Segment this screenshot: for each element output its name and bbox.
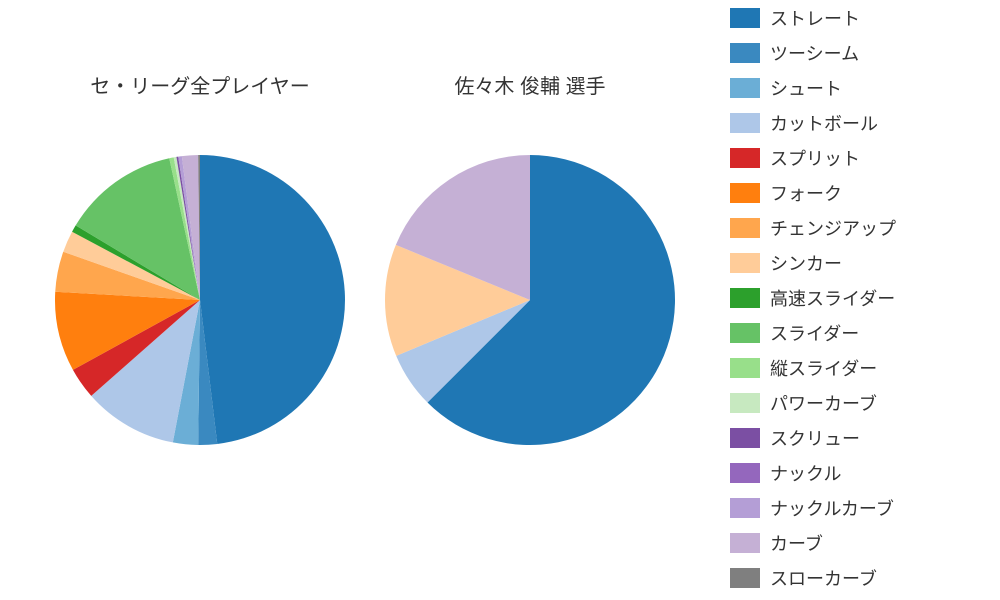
legend-label: シュート [770,75,842,101]
legend-item: シンカー [730,245,980,280]
legend-swatch [730,533,760,553]
legend-label: スクリュー [770,425,860,451]
legend-swatch [730,43,760,63]
legend-label: パワーカーブ [770,390,877,416]
legend-item: カーブ [730,525,980,560]
pie-chart [55,155,345,445]
legend-label: ストレート [770,5,860,31]
legend-label: ナックル [770,460,841,486]
legend-label: カットボール [770,110,878,136]
legend-label: スプリット [770,145,860,171]
legend-swatch [730,78,760,98]
pie-slice [200,155,345,444]
legend-swatch [730,183,760,203]
legend-swatch [730,218,760,238]
legend-label: ツーシーム [770,40,859,66]
legend-item: スクリュー [730,420,980,455]
legend-item: スプリット [730,140,980,175]
legend-swatch [730,568,760,588]
legend-swatch [730,253,760,273]
legend-item: パワーカーブ [730,385,980,420]
legend-item: ツーシーム [730,35,980,70]
legend-item: フォーク [730,175,980,210]
chart-area: 48.110.58.913.0セ・リーグ全プレイヤー62.56.212.518.… [0,0,1000,600]
legend: ストレートツーシームシュートカットボールスプリットフォークチェンジアップシンカー… [730,0,980,595]
legend-item: ストレート [730,0,980,35]
pie-title: 佐々木 俊輔 選手 [380,70,680,99]
legend-swatch [730,498,760,518]
legend-swatch [730,393,760,413]
legend-item: ナックル [730,455,980,490]
legend-label: 高速スライダー [770,285,895,311]
legend-label: ナックルカーブ [770,495,894,521]
legend-label: スローカーブ [770,565,877,591]
legend-item: シュート [730,70,980,105]
legend-item: スライダー [730,315,980,350]
legend-item: ナックルカーブ [730,490,980,525]
legend-swatch [730,8,760,28]
legend-swatch [730,428,760,448]
legend-swatch [730,358,760,378]
legend-swatch [730,288,760,308]
legend-item: カットボール [730,105,980,140]
legend-swatch [730,113,760,133]
legend-label: 縦スライダー [770,355,877,381]
legend-item: スローカーブ [730,560,980,595]
pie-chart [385,155,675,445]
pie-title: セ・リーグ全プレイヤー [50,70,350,99]
legend-label: シンカー [770,250,842,276]
legend-label: スライダー [770,320,859,346]
legend-swatch [730,463,760,483]
legend-label: フォーク [770,180,842,206]
legend-swatch [730,323,760,343]
legend-label: チェンジアップ [770,215,896,241]
legend-label: カーブ [770,530,823,556]
legend-item: 高速スライダー [730,280,980,315]
legend-item: 縦スライダー [730,350,980,385]
legend-item: チェンジアップ [730,210,980,245]
legend-swatch [730,148,760,168]
